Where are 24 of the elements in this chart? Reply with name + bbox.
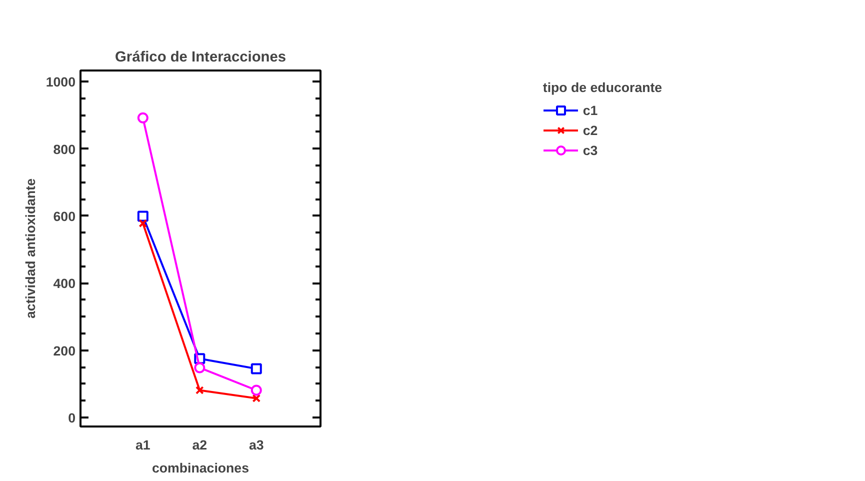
x-axis-title: combinaciones: [152, 460, 250, 476]
y-tick-label: 600: [53, 208, 76, 224]
y-axis-title: actividad antioxidante: [22, 178, 38, 318]
y-tick-label: 1000: [46, 74, 76, 90]
y-tick-label: 800: [53, 142, 76, 157]
point: [250, 363, 262, 374]
chart-title: Gráfico de Interacciones: [114, 50, 286, 66]
point: [195, 386, 204, 394]
point: [137, 112, 148, 124]
point: [194, 362, 206, 374]
legend-label: c3: [582, 142, 599, 158]
legend-label: c1: [582, 102, 599, 118]
legend-title: tipo de educorante: [542, 80, 662, 95]
y-tick-label: 0: [68, 410, 76, 426]
x-tick-label: a2: [192, 438, 208, 452]
point: [137, 210, 148, 222]
point: [250, 384, 262, 396]
y-tick-label: 200: [53, 343, 76, 358]
x-tick-label: a1: [136, 438, 151, 452]
y-tick-label: 400: [53, 276, 76, 292]
point: [252, 394, 261, 402]
legend-label: c2: [582, 122, 599, 138]
point: [138, 219, 148, 228]
x-tick-label: a3: [248, 438, 264, 452]
